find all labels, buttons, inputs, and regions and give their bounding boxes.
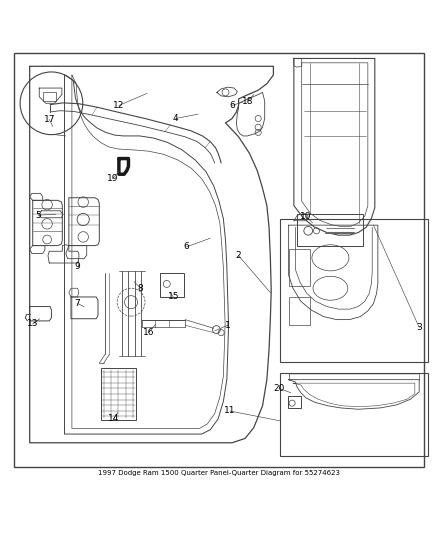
Bar: [160, 273, 184, 297]
Text: 19: 19: [106, 174, 118, 183]
Text: 14: 14: [108, 414, 120, 423]
Text: 18: 18: [241, 96, 253, 106]
Bar: [288, 396, 301, 408]
Text: 8: 8: [138, 284, 144, 293]
Text: 1997 Dodge Ram 1500 Quarter Panel-Quarter Diagram for 55274623: 1997 Dodge Ram 1500 Quarter Panel-Quarte…: [98, 470, 340, 476]
Bar: [297, 214, 363, 246]
Text: 13: 13: [27, 319, 39, 328]
Text: 6: 6: [184, 243, 189, 252]
Text: 17: 17: [43, 115, 55, 124]
Bar: [280, 219, 428, 362]
Text: 6: 6: [229, 101, 235, 110]
Bar: [43, 92, 56, 101]
Text: 15: 15: [168, 293, 179, 302]
Text: 9: 9: [74, 262, 81, 271]
Bar: [289, 249, 311, 286]
Bar: [101, 368, 136, 419]
Text: 20: 20: [273, 384, 285, 393]
Text: 2: 2: [236, 251, 241, 260]
Text: 1: 1: [225, 321, 230, 330]
Bar: [280, 373, 428, 456]
Text: 16: 16: [143, 328, 154, 337]
Text: 5: 5: [35, 211, 41, 220]
Text: 12: 12: [113, 101, 124, 110]
Text: 10: 10: [300, 212, 312, 221]
Text: 3: 3: [417, 323, 422, 332]
Text: 7: 7: [74, 299, 81, 308]
Bar: [289, 297, 310, 325]
Text: 4: 4: [173, 114, 178, 123]
Text: 11: 11: [224, 407, 236, 416]
